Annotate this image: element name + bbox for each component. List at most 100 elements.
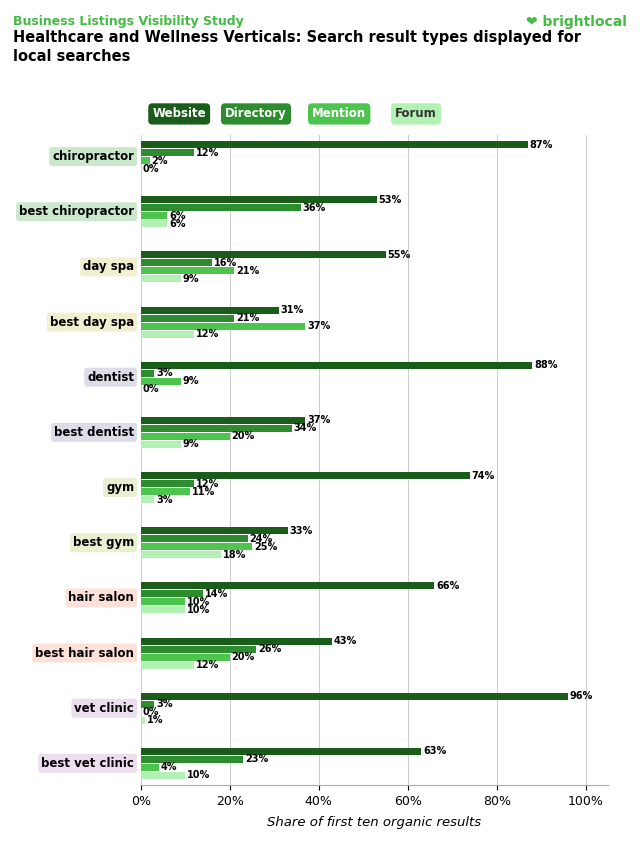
Bar	[141, 472, 470, 479]
Text: 6%: 6%	[169, 219, 186, 229]
Text: 9%: 9%	[182, 440, 199, 449]
Text: Healthcare and Wellness Verticals: Search result types displayed for
local searc: Healthcare and Wellness Verticals: Searc…	[13, 30, 581, 64]
Text: best hair salon: best hair salon	[35, 647, 134, 659]
Text: 16%: 16%	[214, 258, 237, 268]
Bar	[141, 496, 154, 503]
Bar	[141, 362, 532, 369]
Text: 87%: 87%	[530, 139, 553, 149]
Bar	[141, 378, 181, 385]
Text: 2%: 2%	[152, 155, 168, 165]
Text: 37%: 37%	[307, 321, 330, 331]
Bar	[141, 582, 435, 589]
Bar	[141, 590, 203, 598]
Text: 0%: 0%	[143, 384, 159, 394]
Text: 63%: 63%	[423, 746, 446, 756]
Bar	[141, 141, 528, 149]
Bar	[141, 662, 194, 668]
Text: 12%: 12%	[196, 329, 220, 339]
Bar	[141, 425, 292, 432]
Text: Business Listings Visibility Study: Business Listings Visibility Study	[13, 15, 244, 28]
Text: 12%: 12%	[196, 660, 220, 670]
Bar	[141, 149, 194, 156]
Bar	[141, 275, 181, 283]
Bar	[141, 441, 181, 448]
X-axis label: Share of first ten organic results: Share of first ten organic results	[268, 816, 481, 829]
Text: 43%: 43%	[334, 636, 357, 646]
Bar	[141, 322, 305, 330]
Text: Directory: Directory	[225, 107, 287, 121]
Bar	[141, 528, 287, 534]
Bar	[141, 315, 234, 322]
Text: 33%: 33%	[289, 526, 313, 536]
Text: 25%: 25%	[254, 542, 277, 552]
Text: 37%: 37%	[307, 415, 330, 425]
Bar	[141, 433, 230, 440]
Text: chiropractor: chiropractor	[52, 150, 134, 163]
Text: 20%: 20%	[232, 652, 255, 662]
Text: 21%: 21%	[236, 266, 259, 276]
Text: 3%: 3%	[156, 699, 172, 709]
Text: day spa: day spa	[83, 261, 134, 273]
Bar	[141, 480, 194, 487]
Text: 36%: 36%	[303, 203, 326, 213]
Text: 10%: 10%	[187, 597, 211, 607]
Bar	[141, 693, 568, 700]
Bar	[141, 653, 230, 661]
Text: 74%: 74%	[472, 471, 495, 480]
Text: 3%: 3%	[156, 368, 172, 378]
Text: 88%: 88%	[534, 360, 557, 371]
Text: 24%: 24%	[250, 533, 273, 544]
Text: best gym: best gym	[73, 536, 134, 549]
Text: Mention: Mention	[312, 107, 366, 121]
Bar	[141, 197, 376, 203]
Bar	[141, 268, 234, 274]
Text: 26%: 26%	[259, 644, 282, 654]
Text: 12%: 12%	[196, 148, 220, 158]
Bar	[141, 764, 159, 771]
Text: 18%: 18%	[223, 549, 246, 560]
Bar	[141, 646, 257, 652]
Bar	[141, 606, 186, 614]
Text: 10%: 10%	[187, 771, 211, 781]
Bar	[141, 204, 301, 211]
Bar	[141, 748, 421, 755]
Text: 31%: 31%	[280, 305, 304, 315]
Text: best chiropractor: best chiropractor	[19, 205, 134, 219]
Bar	[141, 701, 154, 708]
Text: 55%: 55%	[387, 250, 410, 260]
Bar	[141, 551, 221, 558]
Text: 21%: 21%	[236, 313, 259, 323]
Text: 0%: 0%	[143, 707, 159, 717]
Text: 9%: 9%	[182, 376, 199, 387]
Text: ❤ brightlocal: ❤ brightlocal	[526, 15, 627, 30]
Text: 12%: 12%	[196, 479, 220, 489]
Bar	[141, 417, 305, 424]
Text: 3%: 3%	[156, 495, 172, 505]
Bar	[141, 544, 252, 550]
Text: best dentist: best dentist	[54, 426, 134, 439]
Text: dentist: dentist	[87, 371, 134, 384]
Text: 0%: 0%	[143, 164, 159, 174]
Bar	[141, 637, 332, 645]
Text: best vet clinic: best vet clinic	[41, 757, 134, 770]
Text: 11%: 11%	[191, 486, 215, 496]
Bar	[141, 220, 168, 227]
Bar	[141, 488, 189, 495]
Text: 14%: 14%	[205, 589, 228, 599]
Bar	[141, 756, 243, 763]
Text: 9%: 9%	[182, 274, 199, 284]
Text: 20%: 20%	[232, 431, 255, 441]
Text: Website: Website	[152, 107, 206, 121]
Text: 6%: 6%	[169, 211, 186, 221]
Bar	[141, 771, 186, 779]
Bar	[141, 535, 248, 542]
Text: 1%: 1%	[147, 715, 164, 725]
Text: 10%: 10%	[187, 605, 211, 615]
Bar	[141, 259, 212, 267]
Text: Forum: Forum	[395, 107, 437, 121]
Bar	[141, 306, 279, 314]
Text: 34%: 34%	[294, 424, 317, 434]
Bar	[141, 598, 186, 605]
Text: 4%: 4%	[161, 762, 177, 772]
Text: gym: gym	[106, 481, 134, 494]
